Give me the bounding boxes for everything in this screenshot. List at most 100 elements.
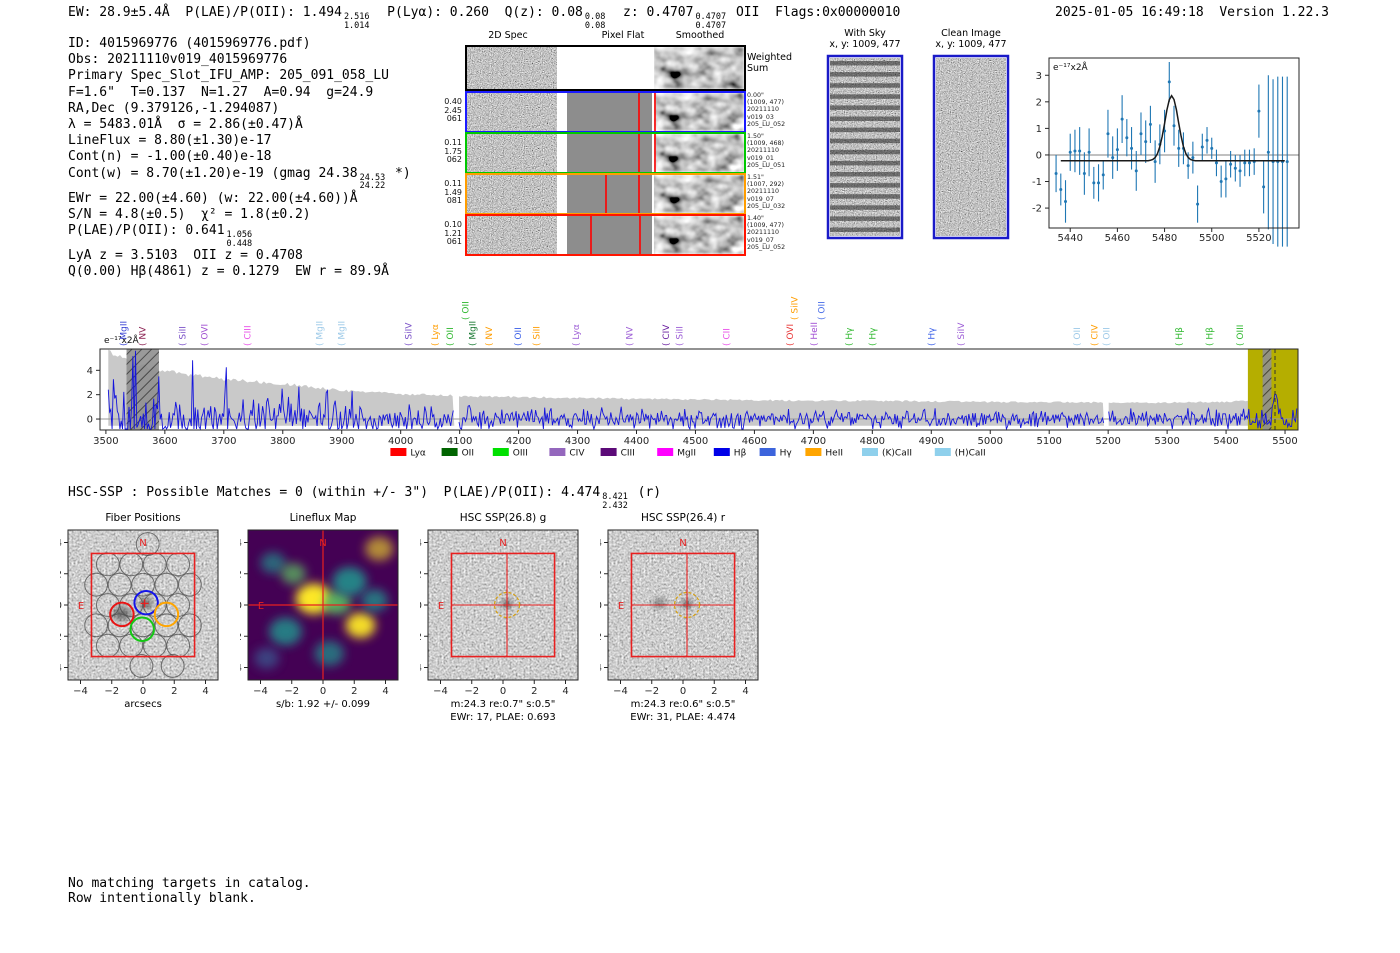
legend-label: (H)CaII	[955, 449, 986, 459]
line-marker-label: ( MgII	[469, 321, 479, 346]
tick-label: 0	[87, 415, 93, 426]
text-segment: F=1.6" T=0.137 N=1.27 A=0.94 g=24.9	[68, 84, 374, 100]
data-point	[1196, 202, 1200, 206]
spec2d-row-left-labels: 0.11 1.49 081	[444, 179, 462, 206]
tick-label: 4300	[565, 436, 590, 447]
info-block: ID: 4015969776 (4015969776.pdf) Obs: 2021…	[68, 36, 453, 280]
clean-image-cutout: Clean Image x, y: 1009, 477	[916, 28, 1026, 243]
twod-spec-image	[467, 175, 557, 213]
fiber-circle	[177, 572, 202, 597]
panel-title: HSC SSP(26.4) r	[641, 512, 726, 524]
flagged-region-band	[1247, 349, 1298, 430]
tick-label: 5400	[1213, 436, 1238, 447]
fiber-circle	[84, 572, 109, 597]
line-marker-label: ( CIV	[1091, 324, 1101, 346]
legend-label: MgII	[677, 449, 696, 459]
legend-label: OIII	[513, 449, 528, 459]
text-segment: z: 0.4707	[607, 5, 694, 20]
flux-units-annotation: e⁻¹⁷x2Å	[1053, 61, 1089, 73]
spec2d-row	[465, 132, 746, 174]
tick-label: −2	[284, 686, 299, 697]
line-marker-label: ( OVI	[200, 324, 210, 346]
tick-label: 4	[240, 538, 242, 549]
line-marker-label: ( SiII	[179, 326, 189, 346]
tick-label: 3700	[211, 436, 236, 447]
spec2d-row-right-labels: 0.00" (1009, 477) 20211110 v019_03 205_LU_05…	[747, 92, 786, 128]
spec2d-row-images	[467, 93, 744, 131]
hsc-summary-line: HSC-SSP : Possible Matches = 0 (within +…	[68, 485, 661, 510]
info-line: EWr = 22.00(±4.60) (w: 22.00(±4.60))Å	[68, 191, 453, 207]
data-point	[1214, 161, 1218, 165]
compass-north-label: N	[319, 538, 326, 549]
tick-label: 4	[87, 366, 93, 377]
tick-label: −4	[60, 663, 62, 674]
fiber-circle	[154, 613, 179, 638]
data-point	[1064, 199, 1068, 203]
info-line: LineFlux = 8.80(±1.30)e-17	[68, 133, 453, 149]
fiber-circle	[154, 572, 179, 597]
tick-label: 5480	[1152, 233, 1177, 244]
legend-label: (K)CaII	[882, 449, 912, 459]
compass-north-label: N	[679, 538, 686, 549]
tick-label: 0	[320, 686, 326, 697]
line-marker-label: ( MgII	[315, 321, 325, 346]
tick-label: −4	[600, 663, 602, 674]
tick-label: -1	[1032, 177, 1042, 188]
info-line: Cont(w) = 8.70(±1.20)e-19 (gmag 24.38 24.…	[68, 166, 453, 191]
tick-label: 4	[420, 538, 422, 549]
tick-label: 2	[531, 686, 537, 697]
tick-label: 1	[1036, 124, 1042, 135]
line-marker-label: ( CIII	[243, 325, 253, 346]
data-point	[1087, 150, 1091, 154]
tick-label: 5460	[1105, 233, 1130, 244]
text-segment: OII Flags:0x00000010	[728, 5, 901, 20]
fiber-highlight-blue	[133, 589, 159, 616]
tick-label: −4	[613, 686, 628, 697]
tick-label: 5440	[1057, 233, 1082, 244]
line-marker-label: ( SiIV	[791, 296, 801, 320]
full-spectrum-plot: 3500 3600 3700 3800 3900 4000 4100 4200 4300 4400…	[60, 262, 1355, 467]
legend-swatch	[805, 448, 822, 456]
noise-envelope	[108, 349, 455, 426]
text-segment: P(Lyα): 0.260 Q(z): 0.08	[371, 5, 583, 20]
lineflux-blob	[260, 552, 286, 574]
legend-swatch	[759, 448, 776, 456]
spectrum-line	[107, 350, 454, 431]
data-point	[1167, 80, 1171, 84]
line-marker-label: ( NV	[138, 326, 148, 346]
tick-label: 4400	[624, 436, 649, 447]
text-segment: EW: 28.9±5.4Å P(LAE)/P(OII): 1.494	[68, 5, 342, 20]
tick-label: -2	[1032, 204, 1042, 215]
tick-label: 5100	[1036, 436, 1061, 447]
panel-caption: EWr: 31, PLAE: 4.474	[630, 712, 736, 723]
line-marker-label: ( SiIV	[957, 322, 967, 346]
tick-label: 2	[87, 390, 93, 401]
text-segment: RA,Dec (9.379126,-1.294087)	[68, 100, 280, 116]
spec2d-row-left-labels: 0.40 2.45 061	[444, 97, 462, 124]
tick-label: −4	[73, 686, 88, 697]
pixel-flat-image	[567, 216, 652, 254]
lineflux-blob	[269, 617, 302, 646]
spec2d-row	[465, 91, 746, 133]
legend-swatch	[549, 448, 566, 456]
data-point	[1144, 140, 1148, 144]
data-point	[1139, 132, 1143, 136]
legend-swatch	[657, 448, 674, 456]
tick-label: 4	[562, 686, 568, 697]
tick-label: 3	[1036, 71, 1042, 82]
data-point	[1097, 181, 1101, 185]
data-point	[1224, 177, 1228, 181]
value-range-stack: 0.4707 0.4707	[695, 12, 727, 31]
legend-label: Hβ	[734, 449, 747, 459]
tick-label: 4	[600, 538, 602, 549]
fiber-circle	[119, 593, 144, 617]
masked-region-band	[1262, 349, 1272, 430]
tick-label: −4	[240, 663, 242, 674]
data-point	[1078, 149, 1082, 153]
tick-label: −2	[420, 632, 422, 643]
tick-label: 4000	[388, 436, 413, 447]
line-marker-label: ( Hβ	[1175, 327, 1185, 346]
text-segment: Cont(n) = -1.00(±0.40)e-18	[68, 149, 272, 165]
tick-label: 5200	[1095, 436, 1120, 447]
compass-east-label: E	[438, 601, 444, 612]
